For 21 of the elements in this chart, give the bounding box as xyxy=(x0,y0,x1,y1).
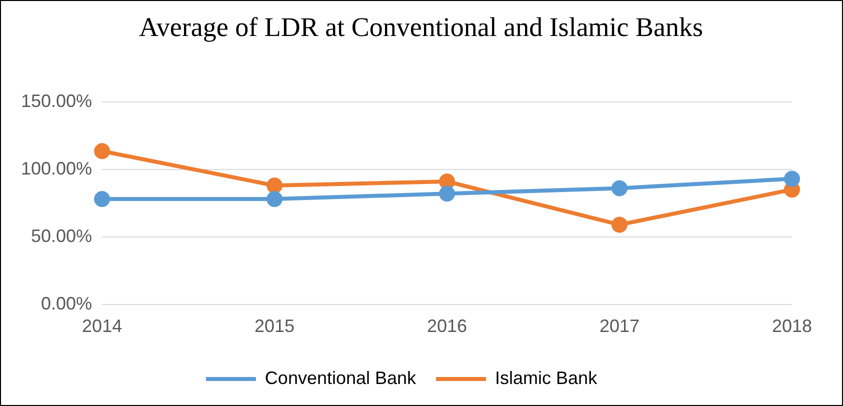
point xyxy=(784,170,800,187)
y-tick-label: 150.00% xyxy=(20,90,92,111)
y-tick-label: 0.00% xyxy=(41,293,92,314)
legend-label: Conventional Bank xyxy=(264,368,418,388)
x-tick-label: 2015 xyxy=(254,316,295,336)
point xyxy=(94,143,110,160)
point xyxy=(266,191,283,208)
y-tick-label: 100.00% xyxy=(20,158,92,178)
point xyxy=(94,191,110,208)
point xyxy=(612,216,628,233)
point xyxy=(439,173,456,190)
point xyxy=(612,180,628,196)
point xyxy=(439,186,456,202)
chart-title: Average of LDR at Conventional and Islamic Banks xyxy=(138,11,704,43)
x-tick-label: 2017 xyxy=(599,316,640,336)
x-tick-label: 2014 xyxy=(82,316,122,336)
y-tick-label: 50.00% xyxy=(30,226,92,246)
x-tick-label: 2018 xyxy=(772,316,812,336)
point xyxy=(266,178,283,194)
legend-label: Islamic Bank xyxy=(495,368,598,388)
x-tick-label: 2016 xyxy=(427,316,468,336)
